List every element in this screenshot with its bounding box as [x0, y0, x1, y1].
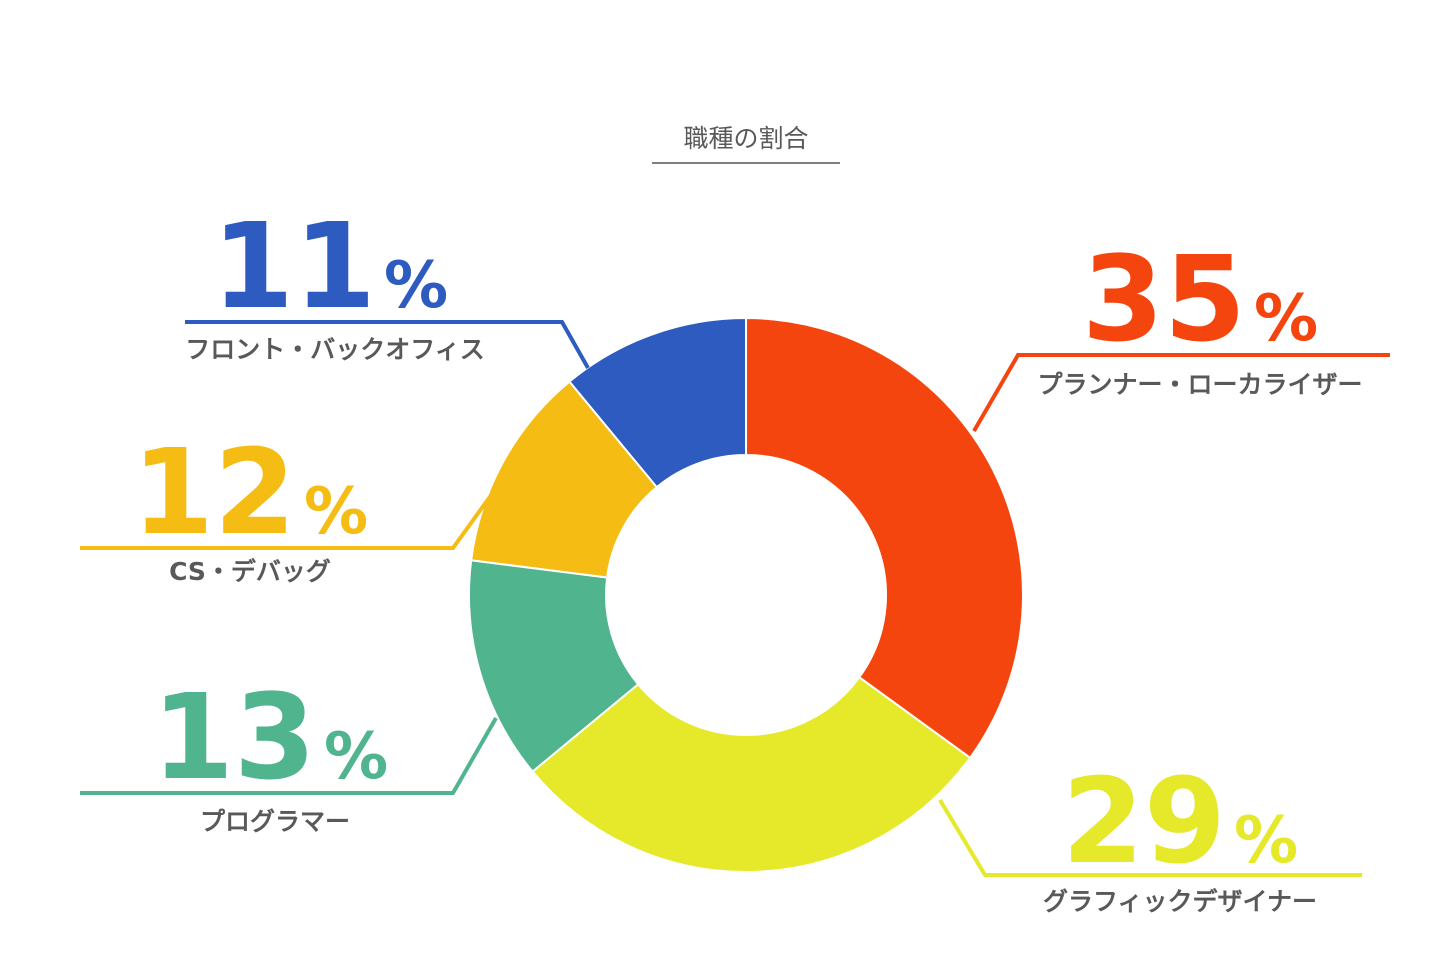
- leader-line-1: [972, 353, 1390, 433]
- leader-line-2: [938, 798, 1362, 877]
- leader-line-3: [80, 717, 498, 795]
- category-label-3: プログラマー: [200, 807, 350, 836]
- percent-label-4: 12%: [132, 423, 368, 561]
- category-label-5: フロント・バックオフィス: [185, 335, 485, 364]
- leader-line-5: [185, 320, 590, 369]
- donut-slices: [468, 316, 1024, 873]
- slice-1: [745, 316, 1024, 760]
- slice-3: [468, 559, 640, 773]
- percent-label-3: 13%: [152, 668, 388, 806]
- percent-label-2: 29%: [1062, 752, 1298, 890]
- callouts: 35 %プランナー・ローカライザー 29 %グラフィックデザイナー 13 %プログラマー 1…: [80, 197, 1390, 916]
- category-label-1: プランナー・ローカライザー: [1037, 370, 1362, 399]
- category-label-4: CS・デバッグ: [169, 557, 331, 586]
- leader-line-4: [80, 485, 499, 550]
- slice-5: [568, 316, 747, 489]
- chart-title: 職種の割合: [683, 124, 808, 153]
- category-label-2: グラフィックデザイナー: [1043, 887, 1317, 916]
- percent-label-5: 11%: [212, 197, 448, 335]
- slice-2: [531, 675, 972, 873]
- percent-label-1: 35%: [1082, 230, 1318, 368]
